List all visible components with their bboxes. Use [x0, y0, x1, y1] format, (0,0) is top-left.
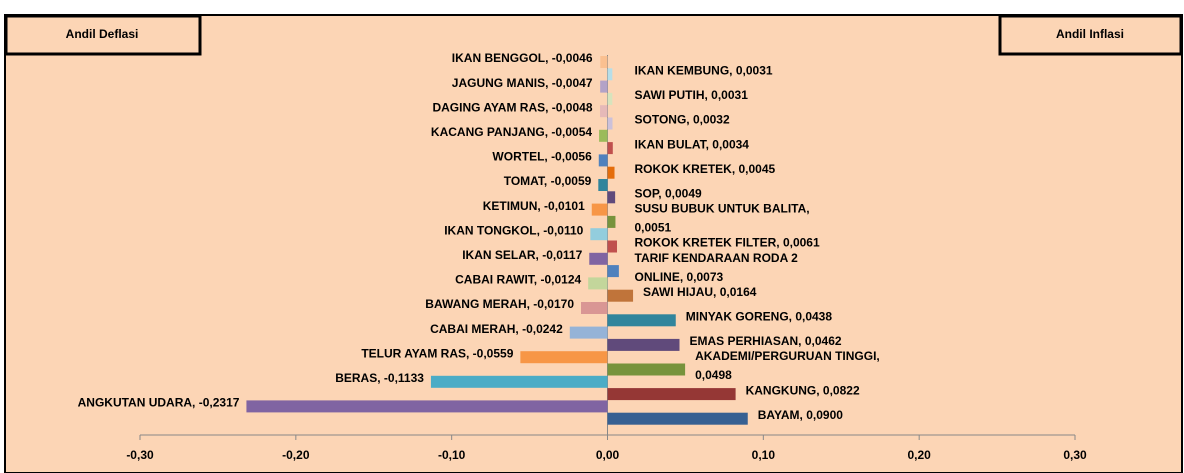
chart-area — [4, 14, 1183, 473]
data-label: SAWI HIJAU, 0,0164 — [643, 285, 757, 299]
bar — [607, 68, 613, 81]
data-label: CABAI RAWIT, -0,0124 — [455, 273, 581, 287]
data-label: KACANG PANJANG, -0,0054 — [431, 125, 592, 139]
bar — [600, 56, 608, 68]
bar — [607, 289, 634, 302]
bar — [607, 388, 736, 401]
bar — [598, 179, 608, 191]
bar — [581, 302, 608, 314]
data-label: IKAN TONGKOL, -0,0110 — [444, 223, 583, 237]
bar — [607, 142, 613, 155]
data-label: BAYAM, 0,0900 — [758, 408, 843, 422]
bar — [600, 80, 608, 93]
x-tick-label: 0,10 — [752, 448, 776, 462]
bar — [598, 154, 608, 167]
data-label: 0,0051 — [635, 221, 672, 235]
data-label: ONLINE, 0,0073 — [635, 270, 724, 284]
legend-label: Andil Deflasi — [66, 27, 139, 41]
bar — [520, 351, 608, 364]
x-tick-label: -0,20 — [282, 448, 310, 462]
data-label: CABAI MERAH, -0,0242 — [430, 322, 563, 336]
data-label: IKAN BENGGOL, -0,0046 — [452, 51, 593, 65]
bar — [591, 203, 608, 216]
bar — [430, 375, 608, 388]
data-label: IKAN KEMBUNG, 0,0031 — [635, 63, 773, 77]
bar — [589, 252, 608, 265]
bar — [590, 228, 608, 241]
data-label: IKAN BULAT, 0,0034 — [635, 137, 750, 151]
bar — [607, 412, 748, 425]
data-label: EMAS PERHIASAN, 0,0462 — [689, 334, 841, 348]
data-label: ROKOK KRETEK, 0,0045 — [635, 162, 776, 176]
bar — [588, 277, 608, 290]
data-label: KETIMUN, -0,0101 — [483, 199, 585, 213]
bar — [600, 105, 608, 118]
data-label: ANGKUTAN UDARA, -0,2317 — [78, 396, 240, 410]
x-tick-label: 0,00 — [596, 448, 620, 462]
bar — [607, 240, 618, 253]
data-label: TELUR AYAM RAS, -0,0559 — [361, 346, 513, 360]
legend-box — [4, 14, 202, 56]
data-label: IKAN SELAR, -0,0117 — [462, 248, 582, 262]
x-tick-label: 0,20 — [907, 448, 931, 462]
data-label: SOTONG, 0,0032 — [635, 113, 730, 127]
data-label: DAGING AYAM RAS, -0,0048 — [432, 100, 592, 114]
x-tick-label: -0,30 — [126, 448, 154, 462]
data-label: BERAS, -0,1133 — [335, 371, 424, 385]
data-label: KANGKUNG, 0,0822 — [746, 383, 860, 397]
bar — [246, 400, 608, 413]
bar — [607, 166, 615, 179]
data-label: WORTEL, -0,0056 — [492, 150, 592, 164]
data-label: AKADEMI/PERGURUAN TINGGI, — [695, 349, 880, 363]
bar — [607, 215, 616, 228]
data-label: 0,0498 — [695, 368, 732, 382]
bar — [607, 338, 680, 351]
bar — [607, 191, 616, 204]
bar — [607, 314, 676, 327]
data-label: SOP, 0,0049 — [635, 186, 702, 200]
bar — [599, 129, 608, 142]
x-tick-label: -0,10 — [438, 448, 466, 462]
bar — [607, 265, 619, 278]
data-label: BAWANG MERAH, -0,0170 — [425, 297, 574, 311]
data-label: SUSU BUBUK UNTUK BALITA, — [635, 202, 810, 216]
bar — [569, 326, 608, 339]
bar — [607, 92, 613, 105]
data-label: SAWI PUTIH, 0,0031 — [635, 88, 749, 102]
data-label: TOMAT, -0,0059 — [504, 174, 592, 188]
data-label: MINYAK GORENG, 0,0438 — [686, 309, 833, 323]
legend-box — [998, 14, 1183, 56]
data-label: JAGUNG MANIS, -0,0047 — [452, 76, 593, 90]
data-label: TARIF KENDARAAN RODA 2 — [635, 251, 799, 265]
bar — [607, 117, 613, 130]
x-tick-label: 0,30 — [1063, 448, 1087, 462]
data-label: ROKOK KRETEK FILTER, 0,0061 — [635, 236, 820, 250]
bar — [607, 363, 686, 376]
legend-label: Andil Inflasi — [1056, 27, 1124, 41]
